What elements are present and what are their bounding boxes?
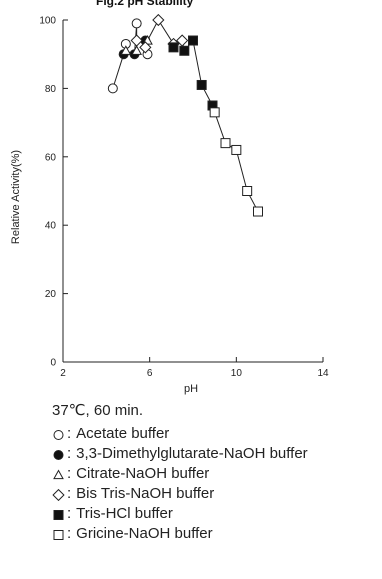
data-point (107, 83, 118, 94)
figure-title: Fig.2 pH Stability (96, 0, 194, 8)
legend-separator: : (67, 525, 72, 542)
x-tick-label: 2 (60, 368, 66, 379)
legend-label: Citrate-NaOH buffer (76, 465, 210, 482)
legend-item: : Bis Tris-NaOH buffer (52, 484, 308, 504)
square-filled-icon (53, 509, 64, 520)
data-point (196, 79, 207, 90)
conditions-label: 37℃, 60 min. (52, 402, 144, 419)
y-tick-label: 60 (45, 152, 57, 163)
diamond-open-icon (52, 488, 65, 501)
x-tick-label: 10 (231, 368, 243, 379)
legend-item: : Acetate buffer (52, 424, 308, 444)
data-point (130, 34, 143, 47)
legend-label: 3,3-Dimethylglutarate-NaOH buffer (76, 445, 308, 462)
legend-separator: : (67, 505, 72, 522)
legend-marker (53, 468, 64, 479)
legend-separator: : (67, 465, 72, 482)
legend-label: Acetate buffer (76, 425, 170, 442)
legend-marker (53, 429, 64, 440)
axes (62, 20, 323, 363)
y-tick-label: 20 (45, 289, 57, 300)
legend-label: Gricine-NaOH buffer (76, 525, 213, 542)
legend-separator: : (67, 445, 72, 462)
legend-separator: : (67, 485, 72, 502)
legend: 37℃, 60 min. : Acetate buffer:3,3-Dimethy… (52, 401, 308, 544)
data-point (152, 13, 165, 27)
data-point (179, 45, 190, 56)
legend-item: : Gricine-NaOH buffer (52, 524, 308, 544)
data-point (131, 18, 142, 29)
legend-item: : Citrate-NaOH buffer (52, 464, 308, 484)
y-tick-label: 100 (39, 16, 56, 27)
y-tick-label: 80 (45, 84, 57, 95)
x-axis-label: pH (184, 383, 198, 395)
legend-label: Tris-HCl buffer (76, 505, 173, 522)
x-tick-label: 6 (147, 368, 153, 379)
triangle-open-icon (53, 468, 64, 479)
ticks: 0 20 40 60 80 100 2 6 10 14 (39, 16, 329, 380)
data-point (131, 45, 143, 55)
data-point (120, 45, 132, 55)
y-tick-label: 0 (50, 358, 56, 369)
legend-label: Bis Tris-NaOH buffer (76, 485, 215, 502)
legend-items: : Acetate buffer:3,3-Dimethylglutarate-Na… (52, 424, 308, 544)
legend-marker (53, 509, 64, 520)
data-point (253, 206, 263, 217)
legend-item: : Tris-HCl buffer (52, 504, 308, 524)
legend-marker (53, 449, 64, 460)
legend-separator: : (67, 425, 72, 442)
data-point (139, 41, 152, 54)
legend-marker (52, 488, 65, 501)
data-points (107, 13, 263, 217)
data-point (188, 35, 198, 46)
square-open-icon (53, 529, 64, 540)
data-point (168, 42, 179, 53)
data-point (220, 138, 231, 149)
circle-filled-icon (53, 449, 64, 460)
data-point (209, 107, 220, 118)
ph-stability-chart: 0 20 40 60 80 100 2 6 10 14 pH Relative Activity(… (10, 13, 329, 395)
y-tick-label: 40 (45, 221, 57, 232)
y-axis-label: Relative Activity(%) (10, 150, 22, 244)
data-point (242, 186, 253, 196)
circle-open-icon (53, 429, 64, 440)
legend-item: :3,3-Dimethylglutarate-NaOH buffer (52, 444, 308, 464)
legend-marker (53, 529, 64, 540)
data-point (231, 144, 242, 155)
x-tick-label: 14 (317, 368, 329, 379)
